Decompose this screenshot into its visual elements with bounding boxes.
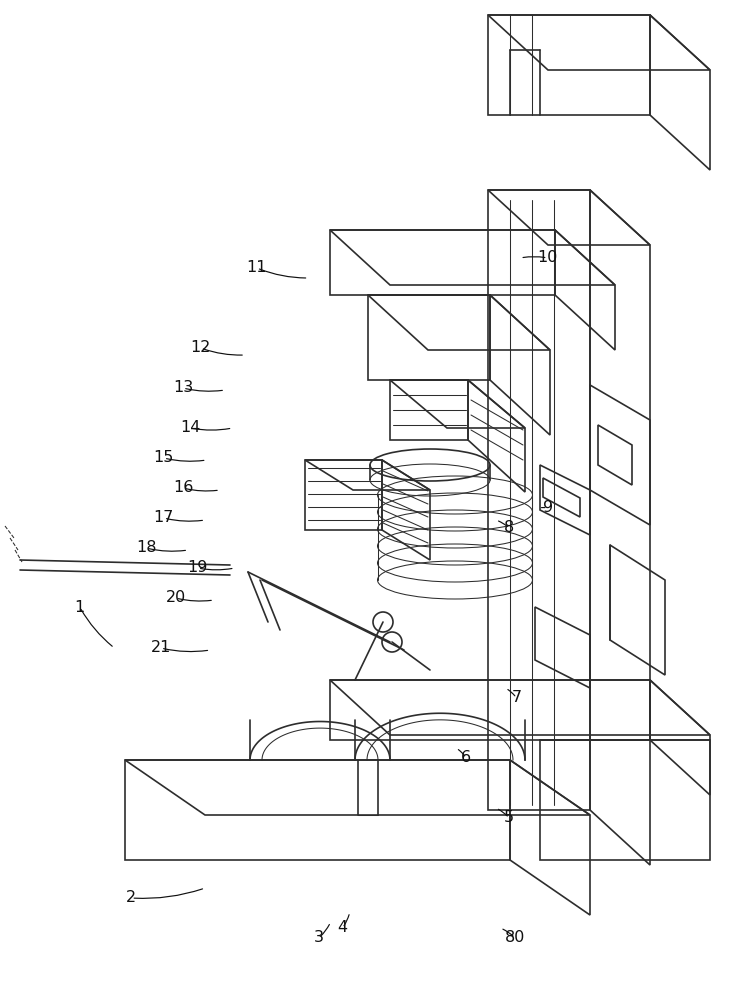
Text: 13: 13 <box>173 380 193 395</box>
Text: 8: 8 <box>504 520 514 536</box>
Text: 16: 16 <box>173 481 193 495</box>
Text: 10: 10 <box>537 250 558 265</box>
Text: 5: 5 <box>504 810 514 825</box>
Text: 6: 6 <box>461 750 472 766</box>
Text: 4: 4 <box>337 921 348 936</box>
Text: 12: 12 <box>190 340 211 356</box>
Text: 15: 15 <box>154 450 174 466</box>
Text: 20: 20 <box>165 590 186 605</box>
Text: 18: 18 <box>136 540 156 556</box>
Text: 2: 2 <box>126 891 137 906</box>
Text: 1: 1 <box>75 599 85 614</box>
Text: 17: 17 <box>154 510 174 526</box>
Text: 9: 9 <box>542 500 553 516</box>
Text: 19: 19 <box>187 560 208 575</box>
Text: 11: 11 <box>246 260 267 275</box>
Text: 21: 21 <box>151 641 171 656</box>
Text: 3: 3 <box>314 930 324 945</box>
Text: 7: 7 <box>511 690 522 706</box>
Text: 14: 14 <box>180 420 201 435</box>
Text: 80: 80 <box>505 930 525 945</box>
